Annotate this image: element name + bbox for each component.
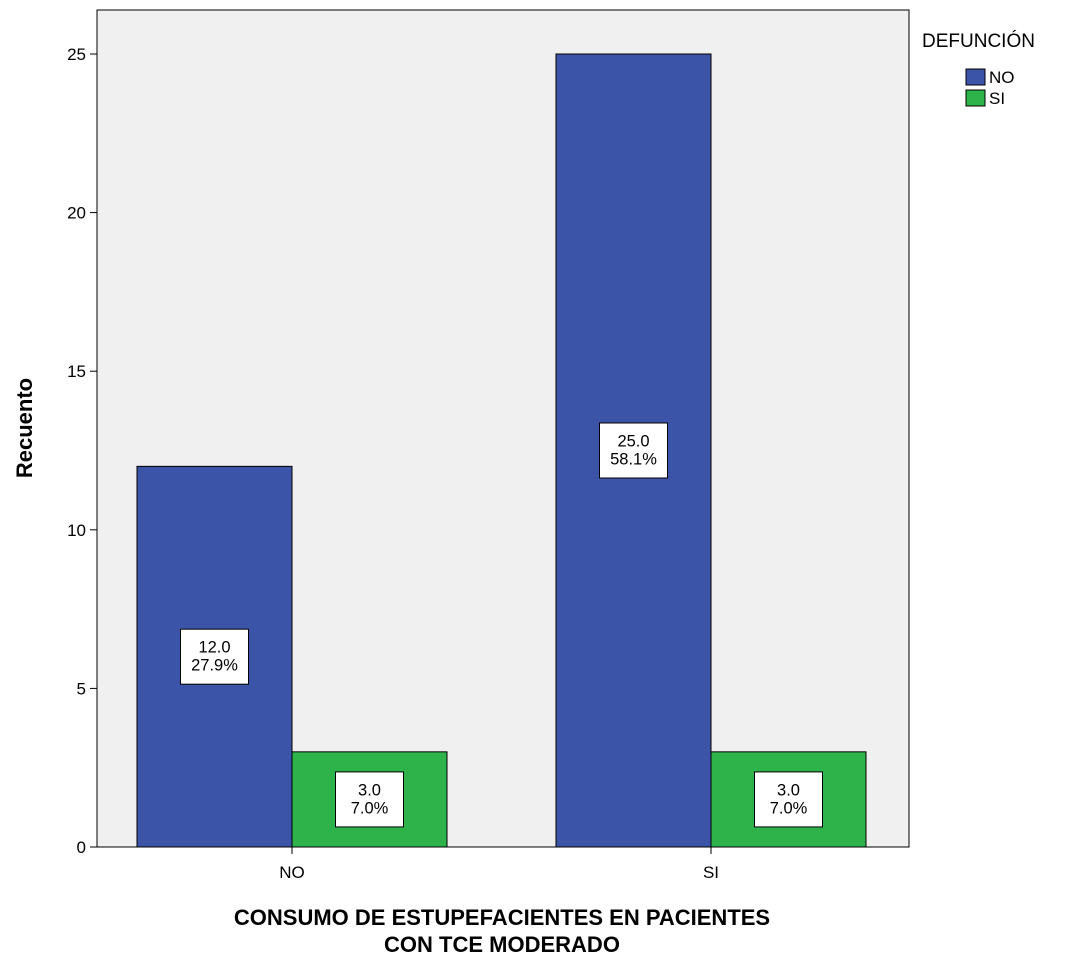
bars-group (136, 53, 867, 848)
legend-label-no: NO (989, 68, 1015, 87)
x-tick-label: SI (703, 863, 719, 882)
data-label-percent: 58.1% (610, 451, 657, 469)
x-axis-title-line-1: CONSUMO DE ESTUPEFACIENTES EN PACIENTES (234, 905, 770, 930)
y-tick-label: 10 (67, 521, 86, 540)
data-label-percent: 27.9% (191, 657, 238, 675)
data-label-value: 3.0 (358, 781, 381, 799)
legend-swatch-si (965, 89, 986, 107)
data-label-box (599, 422, 668, 479)
x-axis-title-line-2: CON TCE MODERADO (384, 932, 620, 957)
data-label-box (754, 771, 823, 828)
data-label-value: 3.0 (777, 781, 800, 799)
y-tick-label: 20 (67, 204, 86, 223)
y-tick-label: 15 (67, 362, 86, 381)
legend-label-si: SI (989, 89, 1005, 108)
data-label-box (180, 628, 249, 685)
x-tick-label: NO (279, 863, 305, 882)
y-axis-title: Recuento (12, 378, 37, 478)
y-axis: 0 5 10 15 20 25 (67, 45, 97, 857)
legend-items: NO SI (965, 68, 1015, 108)
data-label-value: 12.0 (198, 639, 230, 657)
y-tick-label: 5 (77, 679, 86, 698)
legend-title: DEFUNCIÓN (922, 30, 1035, 52)
data-label-value: 25.0 (617, 433, 649, 451)
data-label-percent: 7.0% (770, 799, 808, 817)
legend-swatch-no (965, 68, 986, 86)
y-tick-label: 25 (67, 45, 86, 64)
legend: DEFUNCIÓN NO SI (922, 30, 1035, 108)
data-label-box (335, 771, 404, 828)
x-axis: NO SI (279, 847, 719, 882)
data-labels-group: 12.027.9%3.07.0%25.058.1%3.07.0% (180, 422, 823, 828)
data-label-percent: 7.0% (351, 799, 389, 817)
y-tick-label: 0 (77, 838, 86, 857)
